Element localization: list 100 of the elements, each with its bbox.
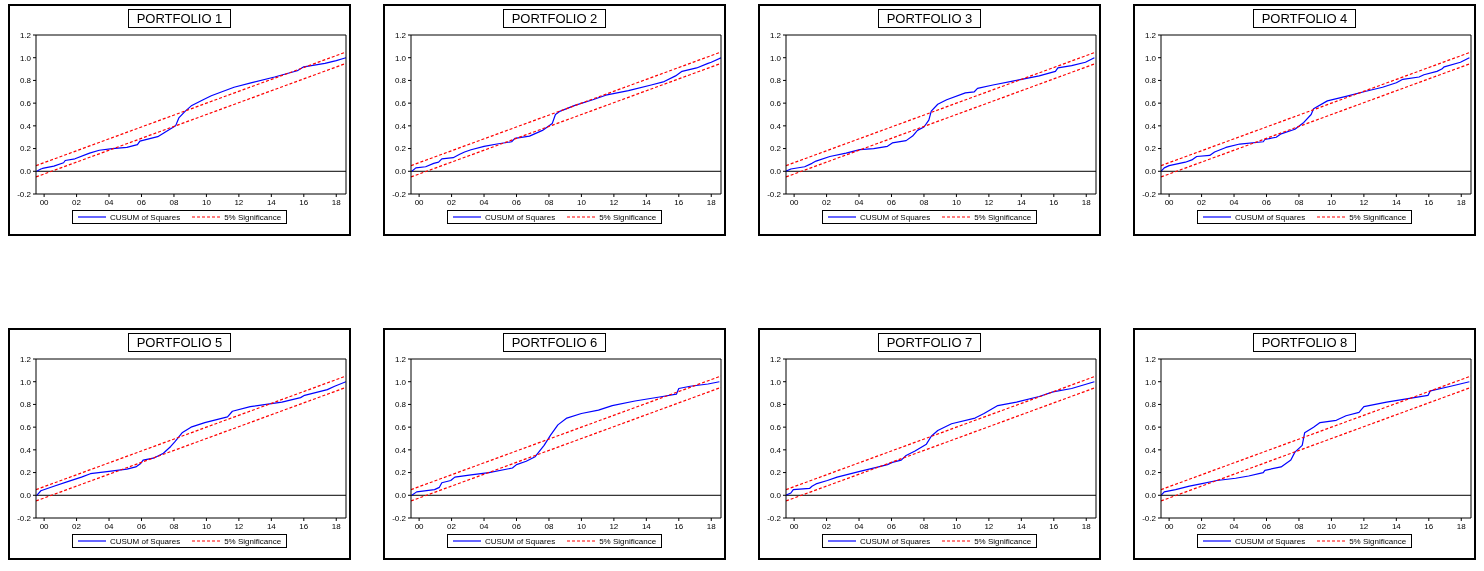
y-tick-label: 0.8 (19, 400, 32, 410)
y-tick-label: 0.2 (394, 144, 407, 154)
legend-label: 5% Significance (224, 536, 282, 546)
y-tick-label: 1.0 (769, 53, 782, 63)
x-tick-label: 00 (1164, 197, 1175, 207)
x-tick-label: 06 (512, 521, 522, 531)
y-tick-label: 0.6 (769, 98, 782, 108)
x-tick-label: 02 (72, 521, 82, 531)
y-tick-label: 1.2 (19, 30, 32, 40)
x-tick-label: 08 (544, 197, 554, 207)
y-tick-label: 0.2 (769, 468, 782, 478)
y-tick-label: 0.6 (394, 98, 407, 108)
y-tick-label: 0.4 (19, 445, 32, 455)
x-tick-label: 18 (331, 197, 342, 207)
x-tick-label: 10 (201, 197, 212, 207)
y-tick-label: 0.8 (769, 400, 782, 410)
x-tick-label: 14 (641, 197, 652, 207)
y-tick-label: 0.6 (394, 422, 407, 432)
y-tick-label: -0.2 (392, 513, 407, 523)
y-tick-label: 0.8 (19, 76, 32, 86)
legend-label: CUSUM of Squares (859, 536, 931, 546)
x-tick-label: 18 (1081, 521, 1092, 531)
y-tick-label: 1.2 (1144, 354, 1157, 364)
x-tick-label: 00 (39, 521, 50, 531)
y-tick-label: 1.0 (1144, 377, 1157, 387)
legend-label: CUSUM of Squares (859, 212, 931, 222)
x-tick-label: 16 (1049, 521, 1059, 531)
y-tick-label: 0.8 (1144, 400, 1157, 410)
y-tick-label: 0.4 (394, 445, 407, 455)
y-tick-label: -0.2 (17, 513, 32, 523)
x-tick-label: 04 (104, 197, 115, 207)
x-tick-label: 00 (789, 197, 800, 207)
x-tick-label: 10 (951, 197, 962, 207)
y-tick-label: 0.2 (769, 144, 782, 154)
x-tick-label: 08 (919, 197, 929, 207)
chart-title: PORTFOLIO 7 (877, 333, 982, 352)
x-tick-label: 16 (1424, 521, 1434, 531)
chart-title: PORTFOLIO 8 (1252, 333, 1357, 352)
x-tick-label: 10 (951, 521, 962, 531)
legend-label: 5% Significance (224, 212, 282, 222)
x-tick-label: 06 (887, 521, 897, 531)
x-tick-label: 18 (706, 197, 717, 207)
legend-label: 5% Significance (1349, 536, 1407, 546)
y-tick-label: 1.2 (394, 354, 407, 364)
x-tick-label: 04 (479, 521, 490, 531)
chart-title: PORTFOLIO 4 (1252, 9, 1357, 28)
x-tick-label: 02 (1197, 521, 1207, 531)
x-tick-label: 12 (609, 197, 619, 207)
x-tick-label: 08 (169, 197, 179, 207)
chart-title: PORTFOLIO 6 (502, 333, 607, 352)
x-tick-label: 12 (234, 521, 244, 531)
x-tick-label: 06 (512, 197, 522, 207)
x-tick-label: 10 (576, 197, 587, 207)
x-tick-label: 04 (1229, 197, 1240, 207)
x-tick-label: 14 (266, 521, 277, 531)
y-tick-label: 0.4 (394, 121, 407, 131)
x-tick-label: 16 (1424, 197, 1434, 207)
x-tick-label: 04 (854, 521, 865, 531)
y-tick-label: 0.0 (394, 167, 407, 177)
x-tick-label: 10 (1326, 197, 1337, 207)
legend-label: 5% Significance (599, 212, 657, 222)
legend-label: 5% Significance (974, 536, 1032, 546)
legend-label: CUSUM of Squares (109, 536, 181, 546)
x-tick-label: 02 (822, 521, 832, 531)
x-tick-label: 08 (169, 521, 179, 531)
x-tick-label: 08 (1294, 197, 1304, 207)
x-tick-label: 04 (104, 521, 115, 531)
x-tick-label: 00 (414, 521, 425, 531)
x-tick-label: 18 (1456, 521, 1467, 531)
x-tick-label: 08 (1294, 521, 1304, 531)
chart-title: PORTFOLIO 5 (127, 333, 232, 352)
y-tick-label: 0.8 (1144, 76, 1157, 86)
legend-label: CUSUM of Squares (109, 212, 181, 222)
y-tick-label: -0.2 (1142, 513, 1157, 523)
legend-label: 5% Significance (974, 212, 1032, 222)
y-tick-label: 0.8 (394, 400, 407, 410)
x-tick-label: 00 (414, 197, 425, 207)
y-tick-label: -0.2 (1142, 189, 1157, 199)
x-tick-label: 00 (1164, 521, 1175, 531)
x-tick-label: 10 (201, 521, 212, 531)
y-tick-label: 0.8 (394, 76, 407, 86)
x-tick-label: 16 (674, 197, 684, 207)
y-tick-label: 0.2 (19, 468, 32, 478)
y-tick-label: 0.0 (1144, 167, 1157, 177)
x-tick-label: 04 (1229, 521, 1240, 531)
y-tick-label: 0.6 (19, 422, 32, 432)
y-tick-label: 1.0 (769, 377, 782, 387)
x-tick-label: 00 (39, 197, 50, 207)
x-tick-label: 12 (234, 197, 244, 207)
y-tick-label: 0.0 (394, 491, 407, 501)
y-tick-label: 1.2 (769, 30, 782, 40)
x-tick-label: 06 (137, 521, 147, 531)
x-tick-label: 18 (331, 521, 342, 531)
y-tick-label: 0.0 (1144, 491, 1157, 501)
x-tick-label: 12 (984, 521, 994, 531)
y-tick-label: 0.0 (769, 491, 782, 501)
legend-label: CUSUM of Squares (1234, 536, 1306, 546)
x-tick-label: 06 (1262, 521, 1272, 531)
y-tick-label: 1.0 (394, 53, 407, 63)
y-tick-label: 0.4 (769, 121, 782, 131)
